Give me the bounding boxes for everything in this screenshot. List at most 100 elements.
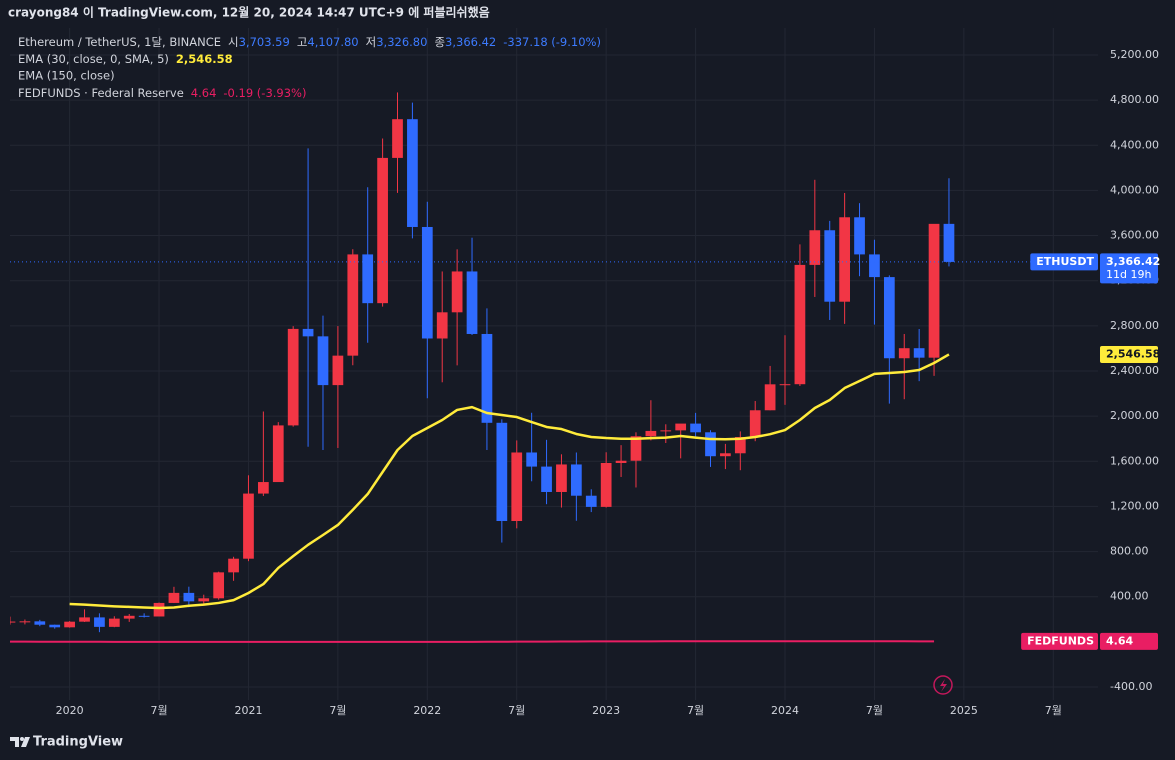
- logo-text: TradingView: [33, 735, 123, 750]
- y-tick-label: -400.00: [1110, 680, 1152, 693]
- y-tick-label: 2,800.00: [1110, 319, 1159, 332]
- y-tick-label: 1,200.00: [1110, 499, 1159, 512]
- candle-body: [138, 615, 150, 617]
- ohlc-label: 시: [228, 35, 239, 49]
- candle-body: [49, 624, 61, 628]
- x-tick-label: 2020: [56, 704, 84, 717]
- x-tick-label: 2023: [592, 704, 620, 717]
- overlay: -400.00 400.00 800.00 1,200.00 1,600.00 2,000…: [56, 48, 1161, 717]
- price-badge-value: 4.64: [1106, 634, 1133, 647]
- indicator-name: FEDFUNDS · Federal Reserve: [18, 86, 184, 100]
- x-tick-label: 7월: [150, 704, 167, 717]
- legend-fedfunds: FEDFUNDS · Federal Reserve 4.64 -0.19 (-3.…: [18, 86, 306, 100]
- candle-body: [198, 598, 210, 602]
- candle-body: [675, 423, 687, 431]
- candle-body: [541, 466, 552, 492]
- candle-body: [809, 230, 821, 265]
- indicator-line: [69, 353, 950, 610]
- candle-body: [243, 493, 254, 559]
- x-tick-label: 7월: [687, 704, 704, 717]
- price-badge-countdown: 11d 19h: [1106, 268, 1151, 281]
- y-tick-label: 2,400.00: [1110, 364, 1159, 377]
- x-tick-label: 7월: [329, 704, 346, 717]
- price-badge: [1100, 345, 1158, 363]
- price-badge-value: 3,366.42: [1106, 255, 1160, 268]
- name-badge-label: FEDFUNDS: [1027, 634, 1094, 647]
- candle-body: [153, 602, 165, 617]
- plot-area: [10, 92, 1098, 643]
- candle-body: [600, 462, 612, 507]
- x-tick-label: 7월: [1045, 704, 1062, 717]
- x-tick-label: 2025: [950, 704, 978, 717]
- legend-ema30: EMA (30, close, 0, SMA, 5) 2,546.58: [18, 52, 233, 66]
- y-tick-label: 3,600.00: [1110, 229, 1159, 242]
- logo-mark: [21, 737, 30, 747]
- candle-body: [839, 217, 850, 302]
- candle-body: [496, 422, 508, 521]
- price-badge: [1100, 253, 1158, 284]
- candle-body: [511, 452, 523, 521]
- name-badge-label: ETHUSDT: [1036, 255, 1094, 268]
- indicator-line: [10, 640, 935, 643]
- candle-body: [377, 157, 388, 304]
- candle-body: [228, 558, 239, 573]
- ohlc-label: 저: [366, 35, 377, 49]
- candle-body: [749, 410, 761, 438]
- y-tick-label: 400.00: [1110, 590, 1149, 603]
- candle-body: [287, 328, 299, 426]
- tradingview-logo[interactable]: TradingView: [10, 735, 123, 750]
- y-tick-label: 5,200.00: [1110, 48, 1159, 61]
- name-badge: [1021, 632, 1098, 650]
- candle-body: [869, 254, 880, 278]
- indicator-name: EMA (30, close, 0, SMA, 5): [18, 52, 169, 66]
- candle-body: [526, 452, 538, 467]
- ohlc-label: 종: [434, 35, 445, 49]
- ohlc-label: 고: [297, 35, 308, 49]
- candle-body: [451, 271, 463, 313]
- logo-mark: [20, 737, 24, 741]
- candle-body: [943, 223, 955, 262]
- alert-icon[interactable]: [933, 675, 953, 695]
- candle-body: [660, 430, 672, 432]
- x-tick-label: 7월: [866, 704, 883, 717]
- ohlc-value: 3,326.80: [376, 35, 427, 49]
- candle-body: [272, 425, 284, 483]
- alert-icon-ring: [933, 675, 953, 695]
- candle-body: [108, 618, 120, 627]
- candle-body: [466, 271, 478, 334]
- candle-body: [317, 336, 329, 386]
- candle-body: [898, 348, 910, 359]
- x-tick-label: 7월: [508, 704, 525, 717]
- candle-body: [19, 621, 31, 623]
- candle-body: [570, 464, 582, 496]
- candle-body: [436, 312, 448, 339]
- candle-body: [407, 119, 418, 227]
- y-tick-label: 4,800.00: [1110, 93, 1159, 106]
- price-change: -337.18 (-9.10%): [503, 35, 601, 49]
- alert-icon-bolt: [940, 679, 947, 692]
- candle-body: [913, 348, 925, 358]
- candle-body: [168, 592, 180, 603]
- y-tick-label: 800.00: [1110, 545, 1149, 558]
- y-tick-label: 4,000.00: [1110, 183, 1159, 196]
- candle-body: [64, 621, 75, 628]
- y-tick-label: 2,000.00: [1110, 409, 1159, 422]
- candle-body: [615, 460, 627, 463]
- candle-body: [645, 430, 657, 437]
- candle-body: [347, 254, 359, 356]
- candle-body: [585, 495, 597, 507]
- candle-body: [764, 384, 776, 411]
- logo-mark: [10, 737, 19, 747]
- candle-body: [123, 615, 135, 619]
- x-tick-label: 2021: [234, 704, 262, 717]
- indicator-value: 4.64: [191, 86, 217, 100]
- candle-body: [883, 277, 895, 359]
- candle-body: [258, 482, 269, 494]
- publish-header: crayong84 이 TradingView.com, 12월 20, 202…: [8, 5, 490, 20]
- legend-main: Ethereum / TetherUS, 1달, BINANCE 시3,703.5…: [18, 35, 601, 49]
- candle-body: [392, 119, 403, 158]
- candle-body: [794, 264, 806, 385]
- candle-body: [779, 384, 791, 386]
- indicator-change: -0.19 (-3.93%): [223, 86, 306, 100]
